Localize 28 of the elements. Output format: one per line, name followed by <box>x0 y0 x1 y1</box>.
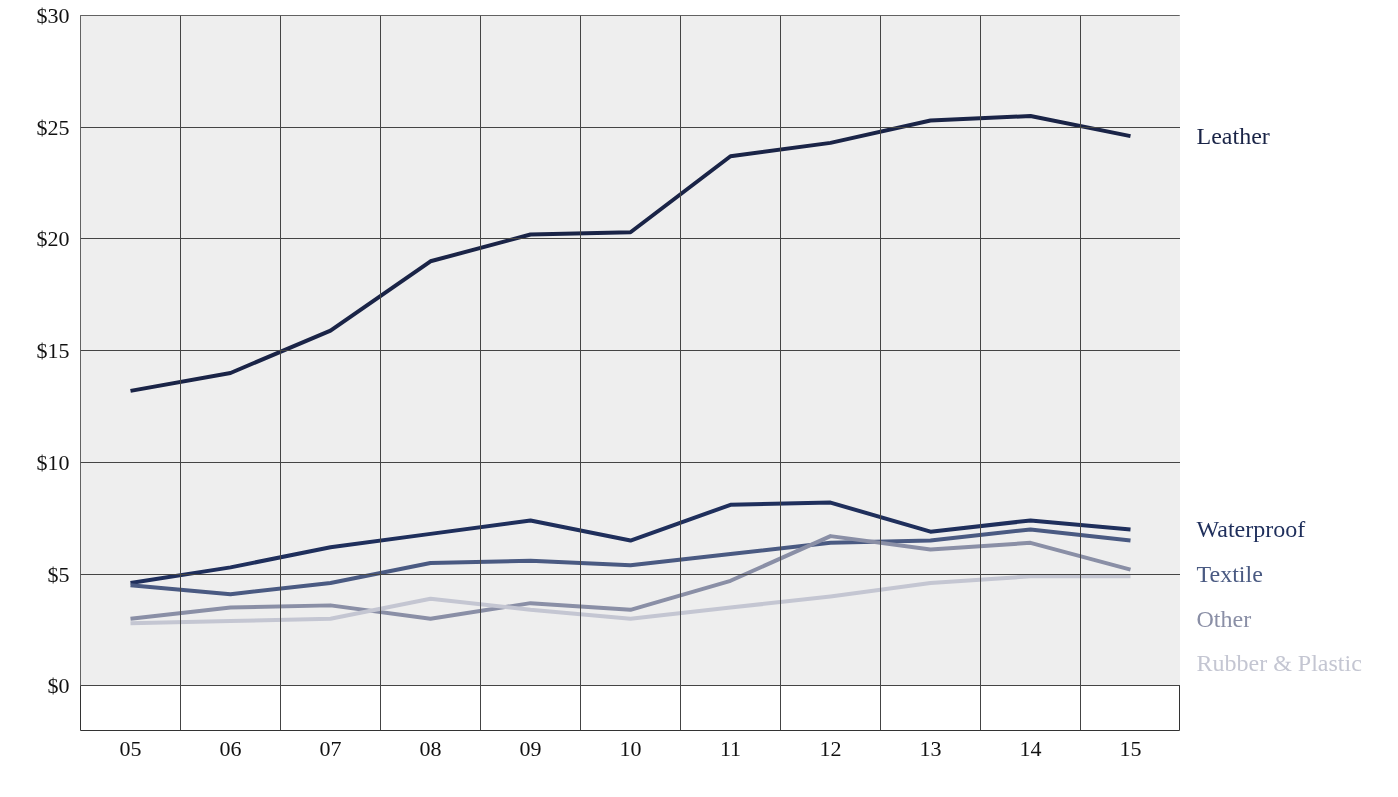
line-series <box>128 534 1133 621</box>
x-tick-label: 11 <box>719 735 742 761</box>
text: Other <box>1196 605 1252 632</box>
x-tick-label: 15 <box>1119 735 1142 761</box>
x-tick-label: 10 <box>619 735 642 761</box>
line-series <box>128 500 1133 586</box>
y-tick-label: $5 <box>47 561 70 587</box>
text: Textile <box>1196 561 1263 588</box>
line-series <box>128 114 1133 393</box>
x-tick-label: 08 <box>419 735 442 761</box>
x-tick-label: 05 <box>119 735 142 761</box>
y-tick-label: $30 <box>36 3 70 28</box>
y-tick-label: $15 <box>36 338 70 364</box>
text: Waterproof <box>1196 516 1306 543</box>
y-tick-label: $0 <box>47 673 70 699</box>
x-tick-label: 09 <box>519 735 542 761</box>
line-series <box>128 527 1133 597</box>
line-series <box>128 574 1133 626</box>
x-tick-label: 12 <box>819 735 842 761</box>
x-tick-label: 06 <box>219 735 242 761</box>
x-tick-label: 13 <box>919 735 942 761</box>
y-tick-label: $10 <box>36 449 70 475</box>
text: Rubber & Plastic <box>1196 650 1362 677</box>
y-tick-label: $20 <box>36 226 70 252</box>
y-tick-label: $25 <box>36 114 70 140</box>
x-tick-label: 14 <box>1019 735 1042 761</box>
x-tick-label: 07 <box>319 735 342 761</box>
text: Leather <box>1196 123 1270 150</box>
